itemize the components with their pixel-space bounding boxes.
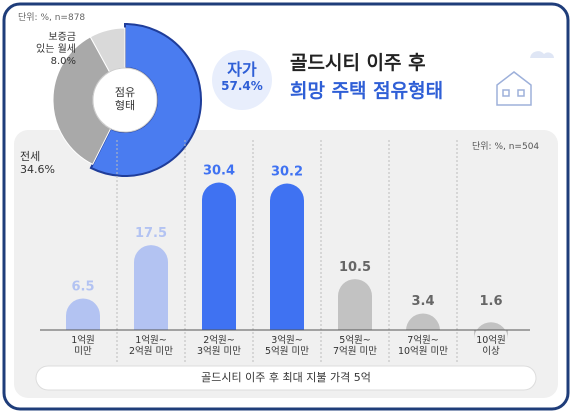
- slice-value: 57.4%: [221, 79, 263, 94]
- cloud: [530, 51, 554, 58]
- x-tick-label: 5억원~ 7억원 미만: [332, 335, 378, 358]
- value-label: 6.5: [71, 279, 94, 294]
- value-label: 30.4: [203, 164, 235, 179]
- subtitle: 희망 주택 점유형태: [290, 80, 444, 102]
- center-label: 점유 형태: [114, 86, 136, 113]
- house-icon: [496, 71, 532, 106]
- value-label: 3.4: [411, 294, 434, 309]
- x-axis-label: 골드시티 이주 후 최대 지불 가격 5억: [201, 371, 371, 384]
- highlight-bubble: [212, 50, 272, 110]
- bar: [270, 183, 304, 330]
- value-label: 17.5: [135, 226, 167, 241]
- bar: [202, 182, 236, 330]
- x-tick-label: 2억원~ 3억원 미만: [196, 335, 242, 358]
- pie-hole: [92, 67, 158, 133]
- bar: [474, 322, 508, 340]
- x-tick-label: 1억원 미만: [71, 335, 95, 358]
- x-tick-label: 7억원~ 10억원 미만: [397, 335, 449, 358]
- value-label: 30.2: [271, 165, 303, 180]
- slice-value: 34.6%: [20, 163, 55, 177]
- bar: [406, 313, 440, 331]
- x-tick-label: 3억원~ 5억원 미만: [264, 335, 310, 358]
- value-label: 10.5: [339, 260, 371, 275]
- unit-label: 단위: %, n=504: [472, 142, 540, 152]
- x-tick-label: 10억원 이상: [476, 335, 506, 358]
- value-label: 1.6: [479, 294, 502, 309]
- slice-label: 전세 34.6%: [20, 150, 70, 176]
- x-label-box: [35, 365, 537, 391]
- bar: [134, 245, 168, 330]
- unit-label: 단위: %, n=878: [18, 13, 86, 23]
- slice-label: 자가 57.4%: [205, 60, 279, 94]
- title: 골드시티 이주 후: [290, 52, 426, 74]
- slice-label: 보증금 있는 월세 8.0%: [10, 32, 76, 68]
- slice-value: 8.0%: [50, 56, 76, 67]
- x-tick-label: 1억원~ 2억원 미만: [128, 335, 174, 358]
- bar: [66, 298, 100, 330]
- bar: [338, 279, 372, 330]
